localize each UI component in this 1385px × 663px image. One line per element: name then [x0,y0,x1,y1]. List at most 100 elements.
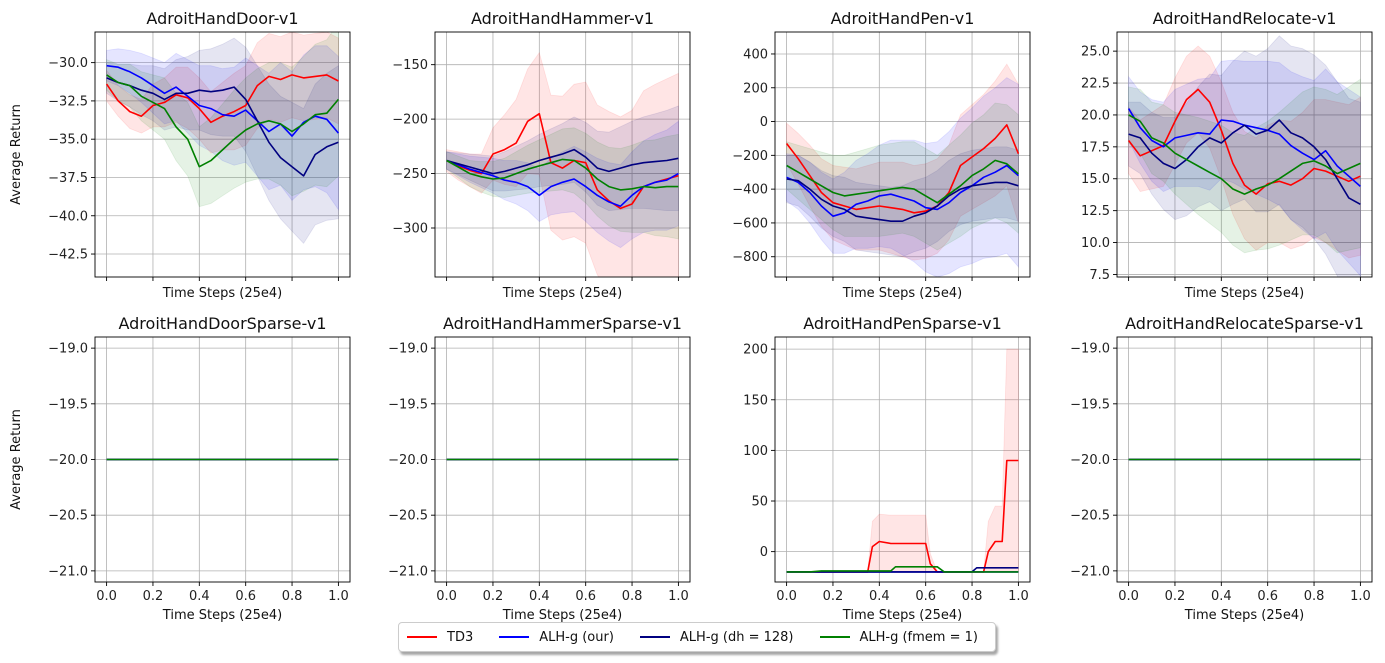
legend-item-alh-g-dh128: ALH-g (dh = 128) [639,630,794,645]
y-tick-label: 25.0 [1081,45,1110,60]
x-tick-label: 0.2 [483,589,504,604]
axes-frame [94,31,351,278]
x-tick-label: 0.6 [1257,589,1278,604]
y-tick-label: 17.5 [1081,140,1110,155]
y-tick-label: 15.0 [1081,172,1110,187]
plot-area [105,32,340,244]
x-tick-label: 0.4 [529,589,550,604]
y-tick-label: 400 [743,47,768,62]
x-axis-label: Time Steps (25e4) [1184,286,1304,301]
y-tick-label: 10.0 [1081,236,1110,251]
y-tick-label: −21.0 [48,564,88,579]
x-tick-label: 0.8 [962,589,983,604]
x-axis-label: Time Steps (25e4) [1184,608,1304,623]
x-tick-label: 0.8 [622,589,643,604]
band-alh-g-our [786,77,1019,277]
x-tick-label: 1.0 [1350,589,1371,604]
y-tick-label: −30.0 [48,56,88,71]
y-tick-label: 150 [743,393,768,408]
band-alh-g-fmem-1 [106,32,339,208]
band-alh-g-our [446,120,679,249]
x-tick-label: 0.4 [189,589,210,604]
line-alh-g-dh-128 [786,566,1019,573]
plot-area [1127,35,1361,277]
x-axis-label: Time Steps (25e4) [162,608,282,623]
y-tick-label: 12.5 [1081,204,1110,219]
y-tick-label: −40.0 [48,209,88,224]
y-tick-label: 0 [760,545,768,560]
subplot-adroithandrelocate-v1: 7.5 10.0 12.5 15.0 17.5 20.0 22.5 25.0 AdroitHan… [1081,9,1373,301]
line-td3 [1127,88,1361,195]
y-tick-label: −21.0 [388,564,428,579]
subplot-adroithandhammer-v1: −300 −250 −200 −150 AdroitHandHammer-v1 Time … [392,9,691,301]
axes-frame [774,336,1031,583]
y-tick-label: −32.5 [48,94,88,109]
subplot-adroithanddoor-v1: −42.5 −40.0 −37.5 −35.0 −32.5 −30.0 AdroitHand… [9,9,351,301]
x-axis-label: Time Steps (25e4) [502,608,622,623]
y-tick-label: −800 [732,250,768,265]
y-tick-label: −20.0 [1070,453,1110,468]
band-td3 [106,32,339,154]
legend-item-td3: TD3 [407,630,473,645]
subplot-adroithandpen-v1: −800 −600 −400 −200 0 200 400 AdroitHandPen-v1 T… [732,9,1031,301]
y-tick-label: −150 [392,58,428,73]
line-td3 [105,74,339,124]
y-tick-label: −19.0 [388,342,428,357]
x-tick-label: 1.0 [668,589,689,604]
legend-item-alh-g-our: ALH-g (our) [499,630,614,645]
band-alh-g-our [1128,59,1361,277]
subplot-adroithandhammersparse-v1: 0.0 0.2 0.4 0.6 0.8 1.0 −21.0 −20.5 −20.0 −19.5 −1… [388,314,691,623]
y-tick-label: 20.0 [1081,108,1110,123]
legend-label-td3: TD3 [447,629,474,645]
chart-title: AdroitHandRelocate-v1 [1153,9,1337,28]
chart-title: AdroitHandRelocateSparse-v1 [1125,314,1364,333]
x-tick-label: 0.6 [915,589,936,604]
line-td3 [446,112,679,210]
y-tick-label: −250 [392,167,428,182]
chart-title: AdroitHandHammer-v1 [471,9,654,28]
x-tick-label: 0.4 [869,589,890,604]
chart-title: AdroitHandPen-v1 [831,9,975,28]
x-tick-label: 0.6 [235,589,256,604]
x-tick-label: 0.0 [96,589,117,604]
y-tick-label: −200 [732,149,768,164]
chart-title: AdroitHandPenSparse-v1 [803,314,1002,333]
plot-area [785,63,1020,277]
x-tick-label: 1.0 [328,589,349,604]
subplot-adroithandpensparse-v1: 0.0 0.2 0.4 0.6 0.8 1.0 0 50 100 150 200 AdroitHand… [743,314,1031,623]
y-tick-label: −35.0 [48,133,88,148]
y-tick-label: −37.5 [48,171,88,186]
y-axis-label: Average Return [9,104,24,205]
y-tick-label: −19.0 [48,342,88,357]
band-alh-g-fmem-1 [446,127,679,240]
y-tick-label: 200 [743,343,768,358]
line-alh-g-fmem-1 [1128,114,1361,195]
band-td3 [786,348,1019,573]
y-tick-label: 7.5 [1089,268,1110,283]
axes-frame [1116,31,1373,278]
y-tick-label: −21.0 [1070,564,1110,579]
band-alh-g-dh-128 [446,105,679,212]
y-tick-label: −20.5 [1070,509,1110,524]
legend-swatch-alh-g-our [499,636,530,638]
y-tick-label: −20.5 [48,509,88,524]
band-td3 [786,63,1019,261]
line-alh-g-dh-128 [786,178,1019,222]
x-tick-label: 0.0 [1118,589,1139,604]
x-tick-label: 1.0 [1008,589,1029,604]
legend-item-alh-g-fmem1: ALH-g (fmem = 1) [819,630,978,645]
line-alh-g-fmem-1 [786,159,1019,204]
chart-title: AdroitHandDoorSparse-v1 [118,314,326,333]
y-tick-label: 100 [743,444,768,459]
y-tick-label: −19.5 [48,397,88,412]
y-tick-label: 0 [760,115,768,130]
line-alh-g-fmem-1 [786,565,1019,573]
x-tick-label: 0.2 [823,589,844,604]
line-alh-g-dh-128 [106,77,339,177]
band-td3 [446,51,679,277]
y-tick-label: 22.5 [1081,77,1110,92]
line-alh-g-dh-128 [446,148,679,175]
subplot-adroithanddoorsparse-v1: 0.0 0.2 0.4 0.6 0.8 1.0 −21.0 −20.5 −20.0 −19.5 −1… [9,314,351,623]
y-tick-label: −42.5 [48,248,88,263]
